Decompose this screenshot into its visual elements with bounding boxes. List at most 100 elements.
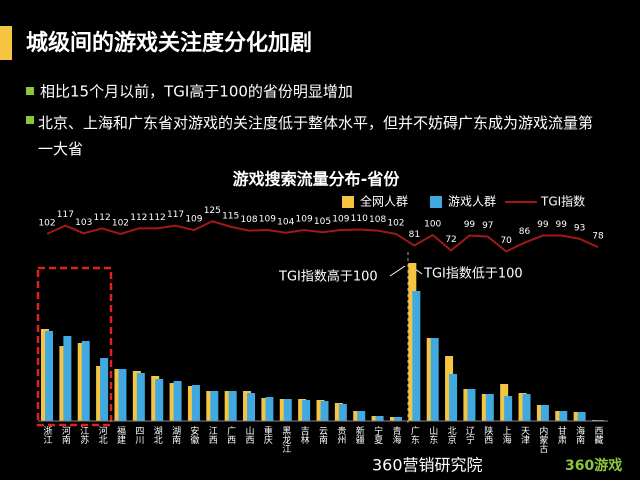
x-tick-label: 四川 bbox=[133, 426, 144, 444]
title-accent bbox=[0, 26, 12, 60]
x-tick-label: 青海 bbox=[390, 425, 401, 445]
bar bbox=[136, 373, 145, 421]
bar bbox=[100, 358, 109, 421]
data-label: 108 bbox=[369, 215, 386, 225]
data-label: 112 bbox=[149, 213, 166, 223]
highlight-box bbox=[36, 266, 113, 427]
data-label: 110 bbox=[351, 214, 368, 224]
bar bbox=[320, 401, 329, 421]
bar bbox=[191, 385, 200, 421]
bar bbox=[375, 416, 384, 421]
legend-label: 全网人群 bbox=[360, 194, 408, 209]
bar bbox=[63, 336, 72, 421]
bar bbox=[357, 411, 366, 421]
bullet: 北京、上海和广东省对游戏的关注度低于整体水平，但并不妨碍广东成为游戏流量第一大省 bbox=[38, 114, 594, 158]
data-label: 102 bbox=[387, 218, 404, 228]
data-label: 97 bbox=[482, 221, 493, 231]
footer-logo: 360游戏 bbox=[565, 457, 622, 474]
bar bbox=[81, 341, 90, 421]
x-tick-label: 北京 bbox=[446, 426, 457, 445]
bullet-icon bbox=[26, 116, 34, 124]
data-label: 112 bbox=[94, 213, 111, 223]
data-label: 112 bbox=[130, 213, 147, 223]
bar bbox=[155, 379, 164, 421]
bullet-wrap: 北京、上海和广东省对游戏的关注度低于整体水平，但并不妨碍广东成为游戏流量第一大省 bbox=[38, 114, 594, 158]
x-tick-label: 陕西 bbox=[482, 425, 493, 445]
data-label: 70 bbox=[500, 236, 512, 246]
x-tick-label: 江苏 bbox=[78, 426, 89, 445]
x-tick-label: 浙江 bbox=[42, 425, 53, 445]
data-label: 102 bbox=[38, 218, 55, 228]
bar bbox=[559, 411, 568, 421]
chart-title: 游戏搜索流量分布-省份 bbox=[233, 170, 401, 189]
data-label: 115 bbox=[222, 211, 239, 221]
x-tick-label: 湖北 bbox=[152, 426, 163, 445]
x-tick-label: 江西 bbox=[207, 426, 218, 445]
bullet-icon bbox=[26, 87, 34, 95]
bar bbox=[338, 404, 347, 421]
legend-swatch bbox=[430, 196, 442, 208]
bar bbox=[504, 396, 513, 421]
data-label: 93 bbox=[574, 223, 585, 233]
x-tick-label: 山西 bbox=[244, 426, 255, 445]
data-label: 103 bbox=[75, 218, 92, 228]
data-label: 100 bbox=[424, 220, 441, 230]
data-label: 117 bbox=[167, 210, 184, 220]
bar bbox=[393, 417, 402, 421]
legend-label: TGI指数 bbox=[540, 194, 585, 209]
data-label: 109 bbox=[332, 215, 349, 225]
legend-swatch bbox=[342, 196, 354, 208]
data-label: 105 bbox=[314, 217, 331, 227]
x-tick-label: 天津 bbox=[519, 426, 530, 445]
data-label: 86 bbox=[519, 227, 531, 237]
data-label: 125 bbox=[204, 206, 221, 216]
x-tick-label: 湖南 bbox=[170, 426, 181, 444]
x-tick-label: 上海 bbox=[501, 426, 512, 445]
data-label: 104 bbox=[277, 217, 294, 227]
bar bbox=[302, 400, 311, 421]
bar bbox=[45, 331, 53, 421]
x-tick-label: 吉林 bbox=[299, 426, 310, 445]
data-label: 99 bbox=[537, 220, 549, 230]
bar bbox=[283, 399, 292, 421]
data-label: 108 bbox=[240, 215, 257, 225]
x-tick-label: 新疆 bbox=[354, 425, 365, 445]
bar bbox=[173, 381, 182, 421]
x-tick-label: 云南 bbox=[317, 426, 328, 444]
x-tick-label: 重庆 bbox=[262, 425, 273, 445]
data-label: 109 bbox=[296, 215, 313, 225]
tgi-line bbox=[46, 220, 599, 253]
data-label: 109 bbox=[185, 215, 202, 225]
legend-label: 游戏人群 bbox=[448, 195, 496, 209]
footer-brand: 360营销研究院 bbox=[372, 456, 483, 475]
arrow bbox=[389, 265, 406, 277]
annotation: TGI指数高于100 bbox=[278, 269, 378, 285]
x-tick-label: 宁夏 bbox=[372, 425, 383, 444]
x-tick-label: 山东 bbox=[427, 426, 438, 444]
x-tick-label: 河南 bbox=[60, 425, 71, 444]
x-tick-label: 黑龙江 bbox=[280, 426, 291, 454]
x-tick-label: 福建 bbox=[115, 425, 126, 445]
x-tick-label: 海南 bbox=[574, 425, 585, 444]
x-tick-label: 贵州 bbox=[335, 425, 346, 444]
x-tick-label: 甘肃 bbox=[556, 425, 567, 445]
bar bbox=[540, 405, 549, 421]
x-tick-label: 广西 bbox=[225, 425, 236, 445]
x-tick-label: 广东 bbox=[409, 425, 420, 444]
data-label: 109 bbox=[259, 215, 276, 225]
bar bbox=[210, 391, 219, 421]
data-label: 102 bbox=[112, 218, 129, 228]
bar bbox=[522, 394, 531, 421]
x-tick-label: 内蒙古 bbox=[537, 425, 548, 454]
data-label: 99 bbox=[556, 220, 568, 230]
bar bbox=[118, 369, 127, 421]
data-label: 117 bbox=[57, 210, 74, 220]
x-tick-label: 安徽 bbox=[188, 425, 199, 445]
bar bbox=[265, 397, 274, 421]
bullet: 相比15个月以前，TGI高于100的省份明显增加 bbox=[40, 83, 353, 101]
bar bbox=[577, 412, 586, 421]
bar bbox=[247, 393, 256, 421]
data-label: 99 bbox=[464, 220, 476, 230]
bar bbox=[485, 394, 494, 421]
